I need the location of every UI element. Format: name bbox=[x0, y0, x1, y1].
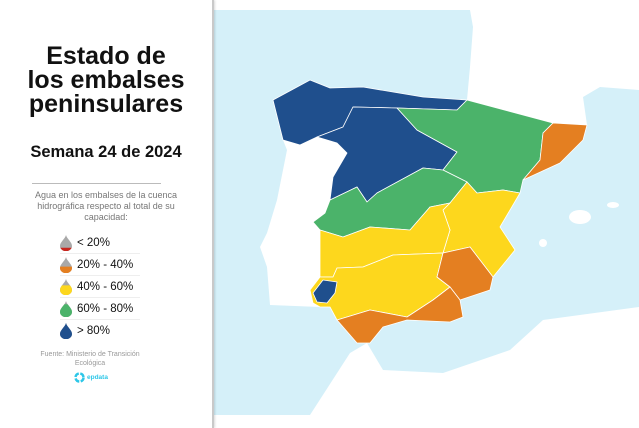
basin-tinto-odiel-y-piedras bbox=[312, 279, 338, 304]
legend-label: 60% - 80% bbox=[77, 302, 134, 315]
drop-icon bbox=[60, 256, 72, 273]
epdata-logo: epdata bbox=[74, 372, 108, 383]
legend-item: 20% - 40% bbox=[60, 254, 140, 276]
legend-label: 40% - 60% bbox=[77, 280, 134, 293]
title-line: los embalses bbox=[27, 66, 185, 94]
title-line: Estado de bbox=[46, 42, 166, 70]
info-panel: Estado de los embalses peninsulares Sema… bbox=[0, 0, 214, 428]
basin-cuencas-mediterraneas-andaluzas bbox=[336, 286, 464, 344]
source-note: Fuente: Ministerio de Transición Ecológi… bbox=[40, 351, 140, 367]
drop-icon bbox=[60, 300, 72, 317]
france-land bbox=[467, 10, 639, 125]
legend-item: > 80% bbox=[60, 320, 140, 341]
legend: < 20% 20% - 40% 40% - 60% 60% - 80% > 80… bbox=[60, 232, 140, 341]
legend-label: > 80% bbox=[77, 324, 110, 337]
portugal-land bbox=[260, 137, 347, 307]
divider bbox=[32, 183, 161, 184]
basin-cuencas-internas-de-cataluna bbox=[522, 122, 588, 181]
legend-item: 60% - 80% bbox=[60, 298, 140, 320]
mallorca-island bbox=[569, 210, 591, 224]
basin-segura bbox=[436, 246, 494, 301]
logo-icon bbox=[74, 372, 85, 383]
legend-description: Agua en los embalses de la cuenca hidrog… bbox=[34, 190, 178, 222]
legend-item: 40% - 60% bbox=[60, 276, 140, 298]
legend-item: < 20% bbox=[60, 232, 140, 254]
drop-icon bbox=[60, 322, 72, 339]
title-line: peninsulares bbox=[28, 90, 184, 118]
subtitle: Semana 24 de 2024 bbox=[30, 143, 182, 161]
drop-icon bbox=[60, 278, 72, 295]
legend-label: 20% - 40% bbox=[77, 258, 134, 271]
menorca-island bbox=[607, 202, 619, 208]
logo-text: epdata bbox=[87, 374, 108, 381]
drop-icon bbox=[60, 234, 72, 251]
legend-label: < 20% bbox=[77, 236, 110, 249]
ibiza-island bbox=[539, 239, 547, 247]
page-title: Estado de los embalses peninsulares bbox=[0, 42, 212, 118]
africa-land bbox=[310, 307, 639, 415]
